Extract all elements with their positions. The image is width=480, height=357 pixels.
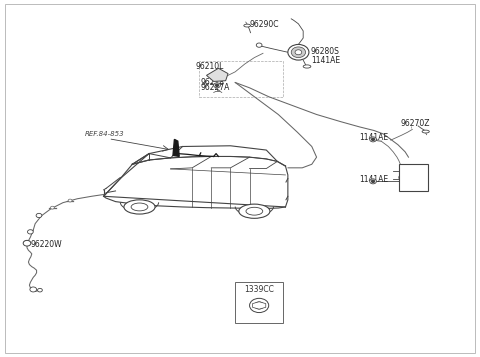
Ellipse shape [422,130,429,133]
Text: 1141AE: 1141AE [360,134,389,142]
Text: 1339CC: 1339CC [244,285,274,294]
Circle shape [291,47,306,57]
Circle shape [27,230,33,234]
Circle shape [50,206,54,209]
Circle shape [68,199,72,202]
Ellipse shape [124,200,155,214]
Text: 1141AE: 1141AE [360,175,389,185]
Text: 96290C: 96290C [250,20,279,29]
Text: 96218: 96218 [200,78,224,87]
Polygon shape [252,302,266,309]
Bar [199,61,283,97]
Circle shape [288,44,309,60]
Polygon shape [206,68,228,81]
Circle shape [372,180,374,182]
Text: 1141AE: 1141AE [311,56,340,65]
Circle shape [36,213,42,218]
Circle shape [214,83,220,88]
Text: 96280S: 96280S [311,47,340,56]
Ellipse shape [303,65,311,68]
Polygon shape [173,139,179,156]
Circle shape [370,179,376,184]
Ellipse shape [244,24,251,27]
Circle shape [370,137,376,142]
Ellipse shape [246,207,263,215]
Text: 96210L: 96210L [195,62,223,71]
Text: REF.84-853: REF.84-853 [84,131,124,136]
Circle shape [254,302,264,309]
Ellipse shape [239,204,270,218]
Text: 96270A: 96270A [398,175,428,185]
Bar [235,282,283,322]
Text: 96220W: 96220W [30,241,62,250]
Ellipse shape [131,203,148,211]
Circle shape [250,298,269,313]
Circle shape [30,287,36,292]
Circle shape [256,43,262,47]
Circle shape [216,84,218,86]
Text: 96270Z: 96270Z [400,119,430,128]
Circle shape [23,240,31,246]
Bar [399,164,428,191]
Text: 96227A: 96227A [200,83,229,92]
Circle shape [295,50,302,55]
Circle shape [37,288,42,292]
Circle shape [372,138,374,140]
